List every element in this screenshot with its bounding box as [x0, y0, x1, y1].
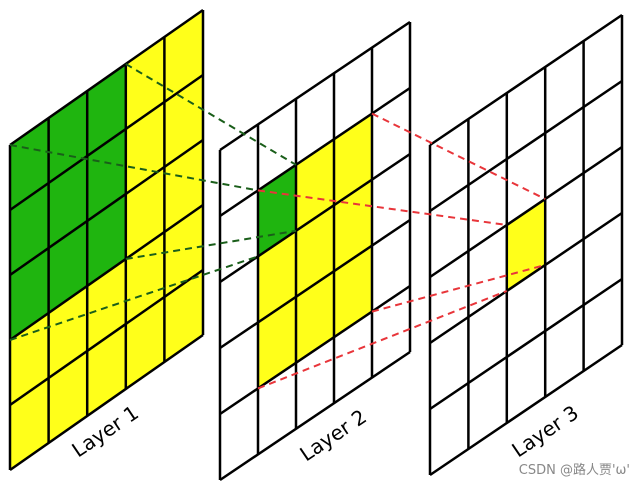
cell	[164, 10, 203, 102]
cell	[296, 271, 334, 363]
connector	[371, 264, 546, 313]
connector	[9, 255, 259, 341]
grid-line	[429, 79, 623, 213]
cell	[258, 230, 296, 323]
cell	[87, 129, 126, 221]
cell	[48, 351, 88, 443]
cell	[296, 139, 334, 231]
grid-line	[9, 138, 204, 277]
cell	[87, 64, 126, 156]
cell	[334, 113, 372, 206]
cell	[164, 140, 203, 232]
cell	[87, 194, 126, 286]
grid-line	[9, 73, 204, 212]
cell	[10, 313, 49, 405]
grid-line	[9, 333, 204, 472]
grid-line	[9, 203, 204, 342]
grid-line	[219, 86, 411, 218]
grid-line	[219, 152, 411, 284]
grid-line	[9, 8, 204, 147]
connector	[9, 144, 259, 192]
layer-label: Layer 2	[295, 404, 370, 466]
cell	[125, 37, 165, 129]
cell	[10, 248, 49, 340]
connector	[125, 229, 297, 260]
cell	[164, 75, 203, 167]
grid-line	[219, 218, 411, 350]
connector	[257, 290, 508, 390]
cell	[164, 270, 203, 362]
cell	[258, 296, 296, 389]
cell	[10, 118, 49, 210]
grid-line	[219, 20, 411, 152]
cell	[334, 245, 372, 338]
connector	[257, 189, 507, 226]
cell	[48, 156, 88, 248]
cell	[164, 205, 203, 297]
connector	[371, 112, 546, 200]
grid-line	[219, 284, 411, 416]
watermark: CSDN @路人贾'ω'	[519, 462, 630, 478]
cell	[48, 286, 88, 378]
grid-line	[9, 268, 204, 407]
connector	[125, 63, 297, 166]
cell	[10, 378, 49, 470]
connectors	[9, 63, 546, 390]
grid-line	[219, 350, 411, 482]
cell	[296, 205, 334, 297]
cell	[258, 164, 296, 257]
cell	[125, 297, 165, 389]
cell	[87, 324, 126, 416]
cell	[48, 91, 88, 183]
grid-line	[429, 211, 623, 345]
grid-line	[429, 13, 623, 147]
cell	[48, 221, 88, 313]
layer-label: Layer 3	[507, 400, 582, 462]
grid-line	[429, 343, 623, 477]
grids	[8, 8, 624, 482]
cell	[125, 167, 165, 259]
cell	[10, 183, 49, 275]
cell	[87, 259, 126, 351]
grid-line	[429, 145, 623, 279]
cells	[10, 10, 546, 470]
grid-line	[429, 277, 623, 411]
